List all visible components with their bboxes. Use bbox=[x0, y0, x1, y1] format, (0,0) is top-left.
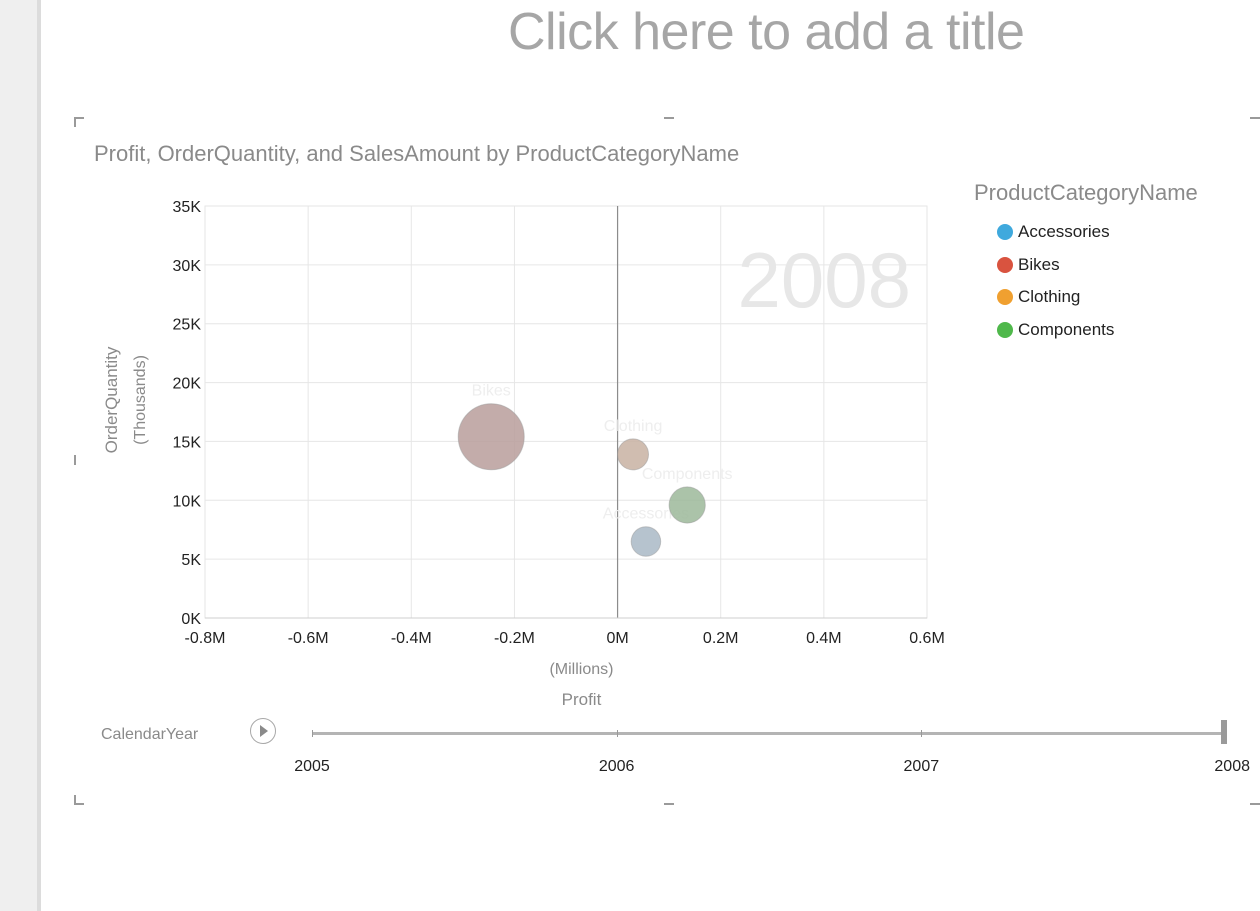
play-axis-year-2006[interactable]: 2006 bbox=[598, 758, 635, 775]
play-axis-label: CalendarYear bbox=[101, 726, 199, 743]
legend-title: ProductCategoryName bbox=[974, 180, 1198, 205]
y-tick-label: 5K bbox=[181, 552, 201, 569]
y-tick-label: 10K bbox=[173, 493, 202, 510]
chart-title: Profit, OrderQuantity, and SalesAmount b… bbox=[94, 141, 740, 166]
play-axis-year-2007[interactable]: 2007 bbox=[903, 758, 940, 775]
frame-handle-left-middle[interactable] bbox=[74, 455, 76, 465]
play-axis-tick bbox=[1226, 730, 1227, 737]
legend-swatch bbox=[997, 321, 1013, 338]
play-axis-tick bbox=[312, 730, 313, 737]
bubble-label: Accessories bbox=[603, 506, 689, 523]
y-tick-label: 25K bbox=[173, 317, 202, 334]
frame-handle-top-middle[interactable] bbox=[664, 117, 674, 119]
y-tick-label: 30K bbox=[173, 258, 202, 275]
legend-label: Components bbox=[1018, 319, 1115, 339]
x-tick-label: 0.6M bbox=[909, 630, 945, 647]
bubble-components bbox=[668, 486, 706, 524]
bubble-label: Clothing bbox=[604, 418, 663, 435]
x-tick-label: 0.2M bbox=[703, 630, 739, 647]
x-axis-unit: (Millions) bbox=[549, 661, 613, 678]
y-tick-label: 15K bbox=[173, 434, 202, 451]
x-tick-label: -0.8M bbox=[185, 630, 226, 647]
left-panel-strip bbox=[0, 0, 37, 911]
x-tick-label: -0.6M bbox=[288, 630, 329, 647]
legend-item-components[interactable]: Components bbox=[997, 319, 1114, 341]
frame-corner-top-left-h[interactable] bbox=[74, 117, 84, 119]
frame-corner-top-right[interactable] bbox=[1250, 117, 1260, 119]
y-tick-label: 20K bbox=[173, 376, 202, 393]
legend-label: Bikes bbox=[1018, 254, 1060, 274]
legend-label: Accessories bbox=[1018, 222, 1110, 241]
play-axis-year-2005[interactable]: 2005 bbox=[294, 758, 330, 775]
bubble-label: Bikes bbox=[472, 383, 511, 400]
play-button[interactable] bbox=[250, 718, 276, 744]
page-title-placeholder[interactable]: Click here to add a title bbox=[508, 3, 1025, 61]
bubble-clothing bbox=[617, 438, 650, 471]
x-tick-label: -0.2M bbox=[494, 630, 535, 647]
x-tick-label: 0M bbox=[606, 630, 628, 647]
y-tick-label: 35K bbox=[173, 199, 202, 216]
bubble-label: Components bbox=[642, 466, 733, 483]
play-axis-year-2008[interactable]: 2008 bbox=[1214, 758, 1250, 775]
bubble-bikes bbox=[457, 403, 525, 471]
x-tick-label: 0.4M bbox=[806, 630, 842, 647]
legend-swatch bbox=[997, 256, 1013, 273]
x-axis-label: Profit bbox=[562, 690, 602, 709]
y-tick-label: 0K bbox=[181, 611, 201, 628]
frame-corner-top-left[interactable] bbox=[74, 117, 76, 127]
x-tick-label: -0.4M bbox=[391, 630, 432, 647]
play-axis-handle[interactable] bbox=[1221, 720, 1227, 744]
legend-item-bikes[interactable]: Bikes bbox=[997, 254, 1060, 276]
y-axis-unit: (Thousands) bbox=[132, 355, 149, 445]
left-panel-edge bbox=[37, 0, 41, 911]
bubble-accessories bbox=[630, 526, 662, 557]
play-axis-track[interactable] bbox=[312, 732, 1226, 735]
frame-handle-bottom-middle[interactable] bbox=[664, 803, 674, 805]
frame-corner-bottom-left[interactable] bbox=[74, 795, 76, 805]
legend-item-accessories[interactable]: Accessories bbox=[997, 221, 1110, 243]
play-value-watermark: 2008 bbox=[737, 236, 911, 324]
frame-corner-bottom-right[interactable] bbox=[1250, 803, 1260, 805]
legend-swatch bbox=[997, 289, 1013, 305]
frame-corner-bottom-left-h[interactable] bbox=[74, 803, 84, 805]
legend-label: Clothing bbox=[1018, 287, 1081, 306]
legend-item-clothing[interactable]: Clothing bbox=[997, 286, 1080, 308]
play-axis-tick bbox=[921, 730, 923, 737]
y-axis-label: OrderQuantity bbox=[102, 346, 121, 453]
play-axis-tick bbox=[616, 730, 618, 737]
legend-swatch bbox=[997, 224, 1013, 240]
